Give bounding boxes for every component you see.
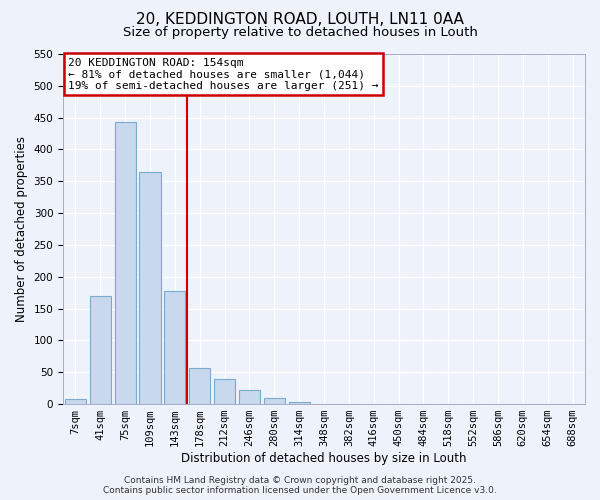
Text: 20 KEDDINGTON ROAD: 154sqm
← 81% of detached houses are smaller (1,044)
19% of s: 20 KEDDINGTON ROAD: 154sqm ← 81% of deta… <box>68 58 379 90</box>
Bar <box>289 402 310 404</box>
Bar <box>115 122 136 404</box>
X-axis label: Distribution of detached houses by size in Louth: Distribution of detached houses by size … <box>181 452 467 465</box>
Text: Contains HM Land Registry data © Crown copyright and database right 2025.
Contai: Contains HM Land Registry data © Crown c… <box>103 476 497 495</box>
Bar <box>264 398 285 404</box>
Bar <box>65 399 86 404</box>
Bar <box>139 172 161 404</box>
Bar <box>239 390 260 404</box>
Bar <box>189 368 210 404</box>
Bar <box>164 291 185 404</box>
Bar <box>90 296 111 404</box>
Text: 20, KEDDINGTON ROAD, LOUTH, LN11 0AA: 20, KEDDINGTON ROAD, LOUTH, LN11 0AA <box>136 12 464 28</box>
Y-axis label: Number of detached properties: Number of detached properties <box>15 136 28 322</box>
Text: Size of property relative to detached houses in Louth: Size of property relative to detached ho… <box>122 26 478 39</box>
Bar <box>214 378 235 404</box>
